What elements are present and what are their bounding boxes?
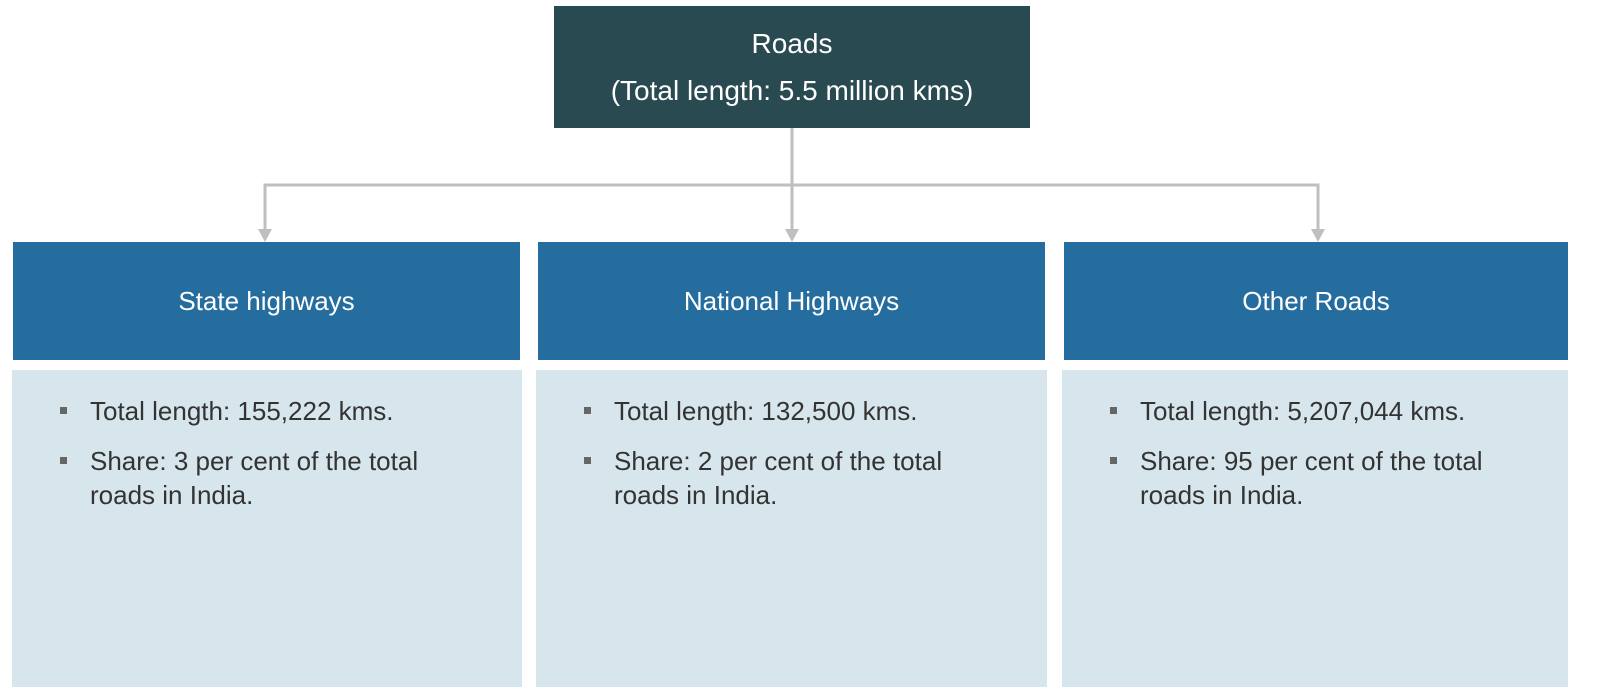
bullet: Share: 2 per cent of the total roads in …: [584, 444, 1007, 512]
bullet: Share: 95 per cent of the total roads in…: [1110, 444, 1528, 512]
node-header: State highways: [13, 242, 520, 360]
root-subtitle: (Total length: 5.5 million kms): [610, 75, 974, 106]
node-header: National Highways: [538, 242, 1045, 360]
bullet: Total length: 155,222 kms.: [60, 394, 482, 428]
bullet: Total length: 132,500 kms.: [584, 394, 1007, 428]
root-node: Roads (Total length: 5.5 million kms): [554, 6, 1030, 128]
node-header: Other Roads: [1064, 242, 1568, 360]
node-body: Total length: 155,222 kms. Share: 3 per c…: [12, 370, 522, 687]
node-body: Total length: 5,207,044 kms. Share: 95 pe…: [1062, 370, 1568, 687]
bullet: Share: 3 per cent of the total roads in …: [60, 444, 482, 512]
bullet: Total length: 5,207,044 kms.: [1110, 394, 1528, 428]
root-title: Roads: [751, 28, 833, 59]
node-body: Total length: 132,500 kms. Share: 2 per c…: [536, 370, 1047, 687]
